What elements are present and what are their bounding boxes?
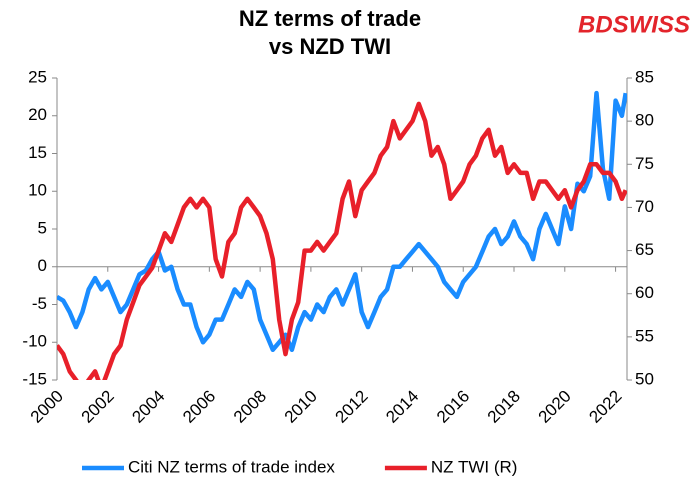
legend-label: Citi NZ terms of trade index: [128, 457, 335, 476]
y-tick-label: -15: [22, 369, 47, 388]
y-tick-label: 25: [28, 67, 47, 86]
y-tick-label: -5: [32, 294, 47, 313]
x-tick-label: 2018: [484, 387, 524, 427]
x-tick-label: 2006: [179, 387, 219, 427]
x-tick-label: 2004: [128, 387, 168, 427]
x-tick-label: 2000: [27, 387, 67, 427]
x-tick-label: 2020: [535, 387, 575, 427]
y2-tick-label: 80: [635, 111, 654, 130]
data-line: [57, 101, 627, 380]
x-tick-label: 2002: [78, 387, 118, 427]
x-tick-label: 2016: [433, 387, 473, 427]
chart-title: vs NZD TWI: [269, 34, 391, 59]
chart-title: NZ terms of trade: [239, 6, 421, 31]
x-tick-label: 2012: [331, 387, 371, 427]
y2-tick-label: 85: [635, 67, 654, 86]
x-tick-label: 2022: [585, 387, 625, 427]
data-line: [57, 90, 627, 353]
logo: BDSWISS: [578, 11, 690, 38]
y-tick-label: -10: [22, 332, 47, 351]
y2-tick-label: 55: [635, 326, 654, 345]
y-tick-label: 20: [28, 105, 47, 124]
y-tick-label: 0: [38, 256, 47, 275]
x-tick-label: 2014: [382, 387, 422, 427]
y-tick-label: 5: [38, 218, 47, 237]
y2-tick-label: 60: [635, 283, 654, 302]
y2-tick-label: 65: [635, 240, 654, 259]
y-tick-label: 15: [28, 143, 47, 162]
y2-tick-label: 70: [635, 197, 654, 216]
legend-label: NZ TWI (R): [431, 457, 518, 476]
x-tick-label: 2008: [230, 387, 270, 427]
y2-tick-label: 50: [635, 369, 654, 388]
y-tick-label: 10: [28, 181, 47, 200]
y2-tick-label: 75: [635, 154, 654, 173]
plot-area: [57, 90, 627, 380]
x-tick-label: 2010: [281, 387, 321, 427]
